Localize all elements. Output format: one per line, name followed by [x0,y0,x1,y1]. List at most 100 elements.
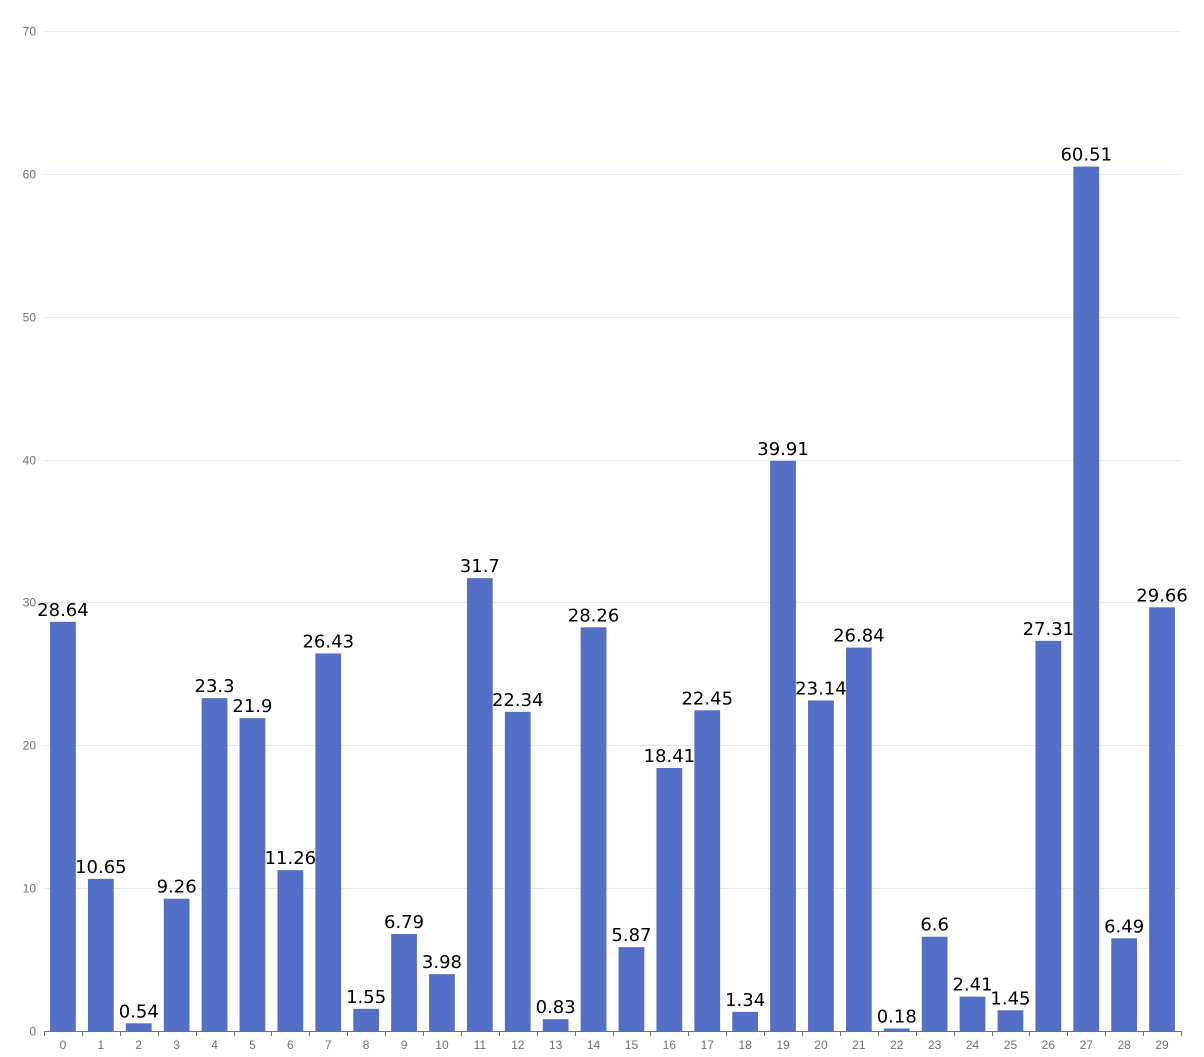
x-tick-label: 2 [135,1038,142,1052]
x-tick-label: 22 [890,1038,904,1052]
data-label: 31.7 [460,556,500,577]
x-tick-label: 0 [60,1038,67,1052]
data-label: 1.34 [725,990,765,1011]
y-tick-label: 50 [23,311,37,325]
bar[interactable] [50,621,76,1031]
bars [50,166,1175,1031]
data-label: 28.64 [37,600,89,621]
bar[interactable] [959,996,986,1031]
y-tick-label: 40 [23,454,37,468]
bar[interactable] [1111,938,1138,1031]
bar[interactable] [542,1019,569,1031]
bar[interactable] [391,934,417,1031]
x-tick-label: 15 [625,1038,639,1052]
data-label: 3.98 [422,952,462,973]
bar[interactable] [504,711,531,1031]
data-label: 23.14 [795,678,847,699]
bar[interactable] [656,768,683,1031]
x-tick-label: 11 [474,1038,487,1052]
data-label: 22.34 [492,690,544,711]
data-label: 22.45 [681,688,733,709]
y-tick-label: 60 [23,168,37,182]
data-label: 39.91 [757,439,809,460]
bar[interactable] [732,1011,759,1031]
bar[interactable] [239,718,266,1031]
y-tick-label: 0 [29,1025,36,1039]
bar[interactable] [163,898,190,1031]
x-tick-label: 3 [173,1038,180,1052]
bar[interactable] [1073,166,1100,1031]
data-label: 1.45 [990,988,1030,1009]
y-tick-label: 20 [23,739,37,753]
data-label: 27.31 [1023,619,1075,640]
x-tick-label: 14 [587,1038,601,1052]
bar[interactable] [580,627,607,1031]
x-axis-ticks: 0 1 2 3 4 5 6 7 8 9 10 11 12 13 14 15 16 17 18 19 20 21 22 23 24… [60,1038,1169,1052]
data-label: 2.41 [953,975,993,996]
x-tick-label: 19 [776,1038,790,1052]
data-label: 0.54 [119,1001,159,1022]
bar[interactable] [808,700,834,1031]
data-label: 23.3 [195,676,235,697]
bar[interactable] [618,947,645,1031]
bar[interactable] [997,1010,1024,1031]
data-label: 11.26 [265,848,317,869]
x-tick-label: 6 [287,1038,294,1052]
data-label: 0.18 [877,1006,917,1027]
x-tick-label: 20 [814,1038,828,1052]
x-tick-label: 29 [1155,1038,1169,1052]
x-tick-label: 24 [966,1038,980,1052]
data-label: 5.87 [611,925,651,946]
x-tick-label: 16 [663,1038,677,1052]
x-tick-label: 4 [211,1038,218,1052]
y-tick-label: 30 [23,596,37,610]
x-tick-label: 27 [1080,1038,1094,1052]
data-label: 1.55 [346,987,386,1008]
x-tick-label: 25 [1004,1038,1018,1052]
bar[interactable] [770,460,796,1031]
bar[interactable] [883,1028,910,1031]
bar[interactable] [1035,640,1062,1031]
bar[interactable] [921,936,948,1031]
bar[interactable] [1149,607,1175,1031]
grid-lines [44,31,1181,889]
bar[interactable] [125,1023,152,1031]
data-label: 60.51 [1060,145,1112,166]
data-labels: 28.64 10.65 0.54 9.26 23.321.9 11.26 26.43 1.55… [37,145,1188,1028]
bar[interactable] [845,647,872,1031]
x-tick-label: 12 [511,1038,525,1052]
data-label: 29.66 [1136,585,1188,606]
data-label: 26.84 [833,626,885,647]
x-tick-label: 26 [1042,1038,1056,1052]
data-label: 28.26 [568,605,620,626]
bar[interactable] [87,878,114,1031]
data-label: 9.26 [157,877,197,898]
x-tick-label: 9 [401,1038,408,1052]
x-tick-label: 23 [928,1038,942,1052]
y-axis-ticks: 0 10 20 30 40 50 60 70 [23,25,37,1039]
y-tick-label: 70 [23,25,37,39]
y-tick-label: 10 [23,882,37,896]
data-label: 21.9 [232,696,272,717]
bar[interactable] [466,578,493,1031]
x-tick-label: 5 [249,1038,256,1052]
data-label: 0.83 [536,997,576,1018]
bar[interactable] [429,974,455,1031]
data-label: 6.49 [1104,916,1144,937]
x-tick-label: 7 [325,1038,332,1052]
data-label: 18.41 [644,746,696,767]
bar[interactable] [201,698,228,1031]
bar[interactable] [277,870,304,1031]
data-label: 6.79 [384,912,424,933]
bar[interactable] [694,710,721,1031]
x-tick-label: 8 [363,1038,370,1052]
x-tick-label: 1 [98,1038,105,1052]
x-axis [44,1031,1182,1036]
x-tick-label: 13 [549,1038,563,1052]
bar[interactable] [353,1008,380,1031]
bar[interactable] [315,653,342,1031]
data-label: 10.65 [75,857,127,878]
data-label: 6.6 [920,915,949,936]
